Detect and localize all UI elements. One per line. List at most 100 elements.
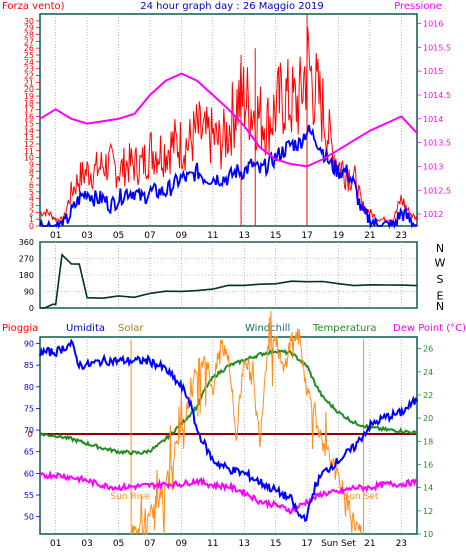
wind-left-tick-label: 22 [24,72,34,81]
wind-x-ticks: 01 03 05 07 09 11 13 15 17 19 21 23 [50,231,407,241]
wind-left-tick-label: 10 [24,154,34,163]
humidity-tick-label: 65 [24,448,34,457]
temp-tick-label: 24 [423,368,433,377]
wind-left-tick-label: 18 [24,99,34,108]
wind-left-tick-label: 27 [24,37,34,46]
temp-panel-frame [39,336,418,535]
temp-x-ticks: 01 03 05 07 09 11 13 15 17 Sun Set 21 23 [50,539,407,549]
temp-x-tick-label: 15 [270,539,281,549]
wind-left-tick-label: 23 [24,65,34,74]
direction-tick-label: 0 [29,304,34,313]
compass-label: N [436,300,444,313]
wind-left-tick-label: 26 [24,44,34,53]
direction-series [40,253,418,309]
temp-tick-label: 20 [423,414,433,423]
wind-left-tick-label: 4 [29,195,34,204]
temp-x-tick-label: 17 [301,539,312,549]
wind-x-tick-label: 19 [333,231,345,241]
pressure-right-tick-label: 1014 [423,115,443,124]
wind-chart-title: 24 hour graph day : 26 Maggio 2019 [140,1,323,12]
rain-zero-label: 0 [27,430,33,440]
wind-left-tick-label: 19 [24,92,34,101]
wind-left-tick-label: 3 [29,201,34,210]
pressure-right-tick-label: 1012.5 [423,186,451,195]
direction-tick-label: 360 [19,238,34,247]
compass-label: S [437,273,444,286]
pressure-series-line [39,72,418,168]
wind-left-tick-label: 29 [24,24,34,33]
wind-left-tick-label: 8 [29,167,34,176]
wind-left-tick-label: 6 [29,181,34,190]
wind-x-tick-label: 05 [113,231,124,241]
humidity-tick-label: 80 [24,383,34,392]
pressure-right-tick-label: 1013.5 [423,139,451,148]
wind-series-line [39,124,418,230]
wind-left-tick-label: 11 [24,147,34,156]
wind-left-axis-label: Forza vento) [2,1,65,12]
wind-left-tick-label: 24 [24,58,34,67]
wind-left-tick-label: 20 [24,85,34,94]
wind-left-tick-label: 21 [24,78,34,87]
humidity-tick-label: 50 [24,513,34,522]
wind-x-tick-label: 09 [176,231,188,241]
wind-x-tick-label: 01 [50,231,61,241]
direction-tick-label: 270 [19,255,34,264]
humidity-tick-label: 55 [24,491,34,500]
wind-series [39,14,418,230]
direction-tick-label: 90 [24,288,34,297]
gust-series-line [39,27,418,223]
direction-left-ticks: 0 90 180 270 360 [19,238,34,313]
temp-series [39,310,418,536]
temp-tick-label: 14 [423,484,433,493]
pressure-right-tick-label: 1014.5 [423,91,451,100]
solar-series-line [131,310,362,536]
dewpoint-series-line [39,469,418,515]
pressure-right-tick-label: 1015.5 [423,43,451,52]
wind-left-tick-label: 25 [24,51,34,60]
wind-x-tick-label: 15 [270,231,281,241]
wind-left-tick-label: 13 [24,133,34,142]
direction-grid [40,241,417,309]
pressure-right-tick-label: 1013 [423,162,443,171]
humidity-tick-label: 90 [24,339,34,348]
wind-left-tick-label: 7 [29,174,34,183]
pressure-right-tick-label: 1012 [423,210,443,219]
temp-right-ticks: 10 12 14 16 18 20 22 24 26 [417,345,433,539]
humidity-tick-label: 75 [24,404,34,413]
wind-x-tick-label: 13 [238,231,249,241]
pressure-right-tick-label: 1015 [423,67,443,76]
wind-left-tick-label: 12 [24,140,34,149]
wind-x-tick-label: 21 [364,231,375,241]
wind-left-tick-label: 2 [29,208,34,217]
wind-left-tick-label: 17 [24,106,34,115]
temp-x-tick-label: 13 [238,539,249,549]
pressure-right-tick-label: 1016 [423,20,443,29]
temp-tick-label: 16 [423,460,433,469]
wind-left-tick-label: 15 [24,119,34,128]
wind-panel-frame [39,13,418,227]
temp-x-tick-label: 05 [113,539,124,549]
temp-x-tick-label: 23 [396,539,407,549]
wind-left-tick-label: 28 [24,31,34,40]
wind-x-tick-label: 17 [301,231,312,241]
humidity-tick-label: 85 [24,361,34,370]
temp-x-tick-label: 09 [176,539,188,549]
temp-x-tick-label: 11 [207,539,218,549]
wind-left-tick-label: 5 [29,188,34,197]
temp-tick-label: 10 [423,530,433,539]
direction-panel-frame [39,241,418,309]
temp-x-tick-label: 03 [81,539,92,549]
temp-tick-label: 22 [423,391,433,400]
wind-x-tick-label: 11 [207,231,218,241]
humidity-tick-label: 60 [24,469,34,478]
pressure-right-ticks: 1012 1012.5 1013 1013.5 1014 1014.5 1015 1015.5… [417,20,451,219]
humidity-header: Umidita [66,323,105,334]
sunrise-label: Sun Rise [111,492,150,502]
rain-header: Pioggia [2,323,38,334]
wind-left-tick-label: 1 [29,215,34,224]
temp-tick-label: 18 [423,437,433,446]
sunset-label: Sun Set [344,492,379,502]
wind-x-tick-label: 07 [144,231,155,241]
wind-left-tick-label: 30 [24,17,34,26]
